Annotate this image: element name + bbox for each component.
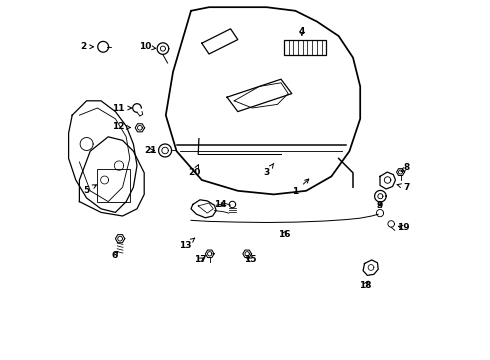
Text: 10: 10 bbox=[140, 42, 156, 51]
Text: 4: 4 bbox=[299, 27, 305, 36]
Text: 16: 16 bbox=[278, 230, 290, 239]
Text: 5: 5 bbox=[83, 185, 97, 194]
Text: 12: 12 bbox=[112, 122, 130, 131]
Text: 17: 17 bbox=[194, 256, 206, 264]
Text: 18: 18 bbox=[359, 281, 372, 289]
Text: 7: 7 bbox=[397, 183, 410, 192]
Text: 6: 6 bbox=[112, 251, 118, 260]
Text: 15: 15 bbox=[245, 256, 257, 264]
Text: 8: 8 bbox=[401, 163, 410, 172]
Text: 2: 2 bbox=[80, 42, 94, 51]
Text: 11: 11 bbox=[112, 104, 132, 112]
Bar bbox=[284, 40, 326, 55]
Text: 9: 9 bbox=[377, 201, 383, 210]
Text: 20: 20 bbox=[189, 165, 201, 177]
Text: 21: 21 bbox=[145, 146, 157, 155]
Text: 13: 13 bbox=[179, 238, 195, 250]
Text: 14: 14 bbox=[214, 200, 227, 209]
Bar bbox=[98, 169, 130, 202]
Text: 1: 1 bbox=[292, 179, 309, 196]
Text: 19: 19 bbox=[397, 223, 410, 232]
Text: 3: 3 bbox=[264, 163, 274, 177]
